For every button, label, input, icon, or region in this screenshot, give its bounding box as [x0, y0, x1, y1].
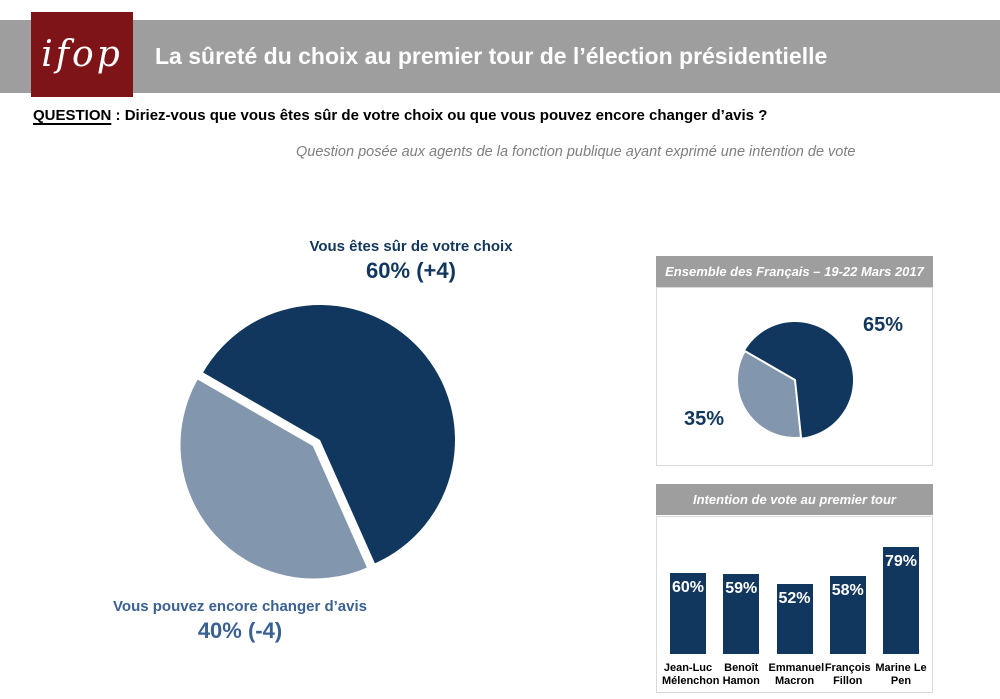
bar-value-label: 79% [884, 553, 918, 570]
ensemble-box-title: Ensemble des Français – 19-22 Mars 2017 [665, 264, 924, 279]
ifop-logo: ifop [31, 12, 133, 97]
bar: 60% [670, 573, 706, 654]
change-mind-value: 40% (-4) [197, 618, 283, 643]
bar-column: 60% Jean-Luc Mélenchon [662, 517, 720, 694]
sure-choice-value: 60% (+4) [366, 258, 456, 283]
bar-category-label: Benoît Hamon [722, 662, 760, 687]
intentions-box-title: Intention de vote au premier tour [693, 492, 896, 507]
question-text: Diriez-vous que vous êtes sûr de votre c… [124, 107, 768, 124]
ifop-logo-text: ifop [41, 34, 123, 75]
bar: 52% [776, 584, 813, 654]
ensemble-minority-label: 35% [684, 408, 725, 430]
pie-slice [177, 375, 371, 582]
question-separator: : [111, 107, 125, 124]
bar: 59% [723, 574, 760, 654]
page-title: La sûreté du choix au premier tour de l’… [155, 43, 828, 69]
change-mind-label: Vous pouvez encore changer d’avis 40% (-… [40, 598, 440, 644]
bar-column: 59% Benoît Hamon [715, 517, 767, 694]
bar-category-label: François Fillon [824, 662, 871, 687]
bar: 79% [883, 547, 919, 654]
question-subtitle: Question posée aux agents de la fonction… [296, 144, 856, 160]
change-mind-text: Vous pouvez encore changer d’avis [113, 598, 367, 615]
bar-category-label: Emmanuel Macron [768, 662, 825, 687]
bar-value-label: 60% [671, 579, 705, 596]
pie-slice [744, 321, 854, 438]
main-pie-chart [177, 305, 456, 582]
sure-choice-label: Vous êtes sûr de votre choix 60% (+4) [211, 238, 611, 284]
ensemble-majority-label: 65% [863, 314, 904, 336]
bar-column: 52% Emmanuel Macron [768, 517, 825, 694]
bar-column: 79% Marine Le Pen [875, 517, 927, 694]
bar-value-label: 52% [778, 590, 811, 607]
sure-choice-text: Vous êtes sûr de votre choix [309, 238, 513, 255]
pie-slice [736, 349, 803, 439]
bar-value-label: 59% [725, 580, 758, 597]
intentions-box-header: Intention de vote au premier tour [656, 484, 933, 515]
title-banner: La sûreté du choix au premier tour de l’… [0, 20, 1000, 93]
bar-category-label: Marine Le Pen [875, 662, 927, 687]
intentions-box-body: 60% Jean-Luc Mélenchon 59% Benoît Hamon 52% E… [656, 516, 933, 693]
bar-value-label: 58% [831, 582, 864, 599]
ensemble-pie-chart [736, 321, 854, 439]
bar-column: 58% François Fillon [822, 517, 874, 694]
bar-category-label: Jean-Luc Mélenchon [662, 662, 720, 687]
bar-chart: 60% Jean-Luc Mélenchon 59% Benoît Hamon 52% E… [662, 517, 927, 694]
question-label: QUESTION [33, 107, 112, 124]
bar: 58% [829, 576, 866, 654]
ensemble-box-body: 65% 35% [656, 287, 933, 466]
question-line: QUESTION : Diriez-vous que vous êtes sûr… [33, 107, 767, 124]
pie-slice [203, 305, 456, 564]
ensemble-box-header: Ensemble des Français – 19-22 Mars 2017 [656, 256, 933, 287]
